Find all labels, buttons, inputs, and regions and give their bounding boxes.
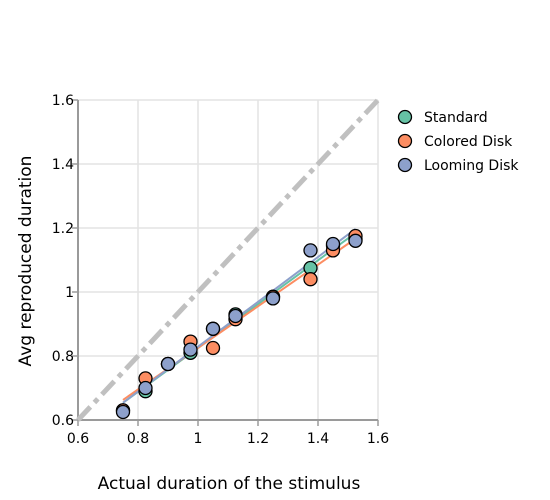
axes xyxy=(72,99,379,426)
legend-marker xyxy=(397,157,413,173)
x-tick-label: 1.6 xyxy=(367,431,389,447)
data-point-looming-disk[interactable] xyxy=(325,236,341,252)
legend-marker xyxy=(397,133,413,149)
tick-labels: 0.6 0.8 1 1.2 1.4 1.6 0.6 0.8 1 1.2 1.4 1.6 xyxy=(52,93,389,447)
y-tick-label: 1.4 xyxy=(52,157,74,173)
y-tick-label: 0.8 xyxy=(52,349,74,365)
data-point-looming-disk[interactable] xyxy=(138,380,153,396)
y-tick-label: 1 xyxy=(65,285,74,301)
grid xyxy=(78,99,379,420)
reference-line-layer xyxy=(76,98,380,422)
data-point-looming-disk[interactable] xyxy=(265,291,281,306)
data-point-colored-disk[interactable] xyxy=(303,272,318,287)
legend-label: Looming Disk xyxy=(424,158,519,174)
x-tick-label: 1 xyxy=(194,431,203,447)
data-point-looming-disk[interactable] xyxy=(183,342,198,357)
legend-label: Standard xyxy=(424,110,488,126)
data-point-looming-disk[interactable] xyxy=(160,356,176,372)
legend-item-looming-disk[interactable]: Looming Disk xyxy=(397,157,520,174)
x-tick-label: 1.4 xyxy=(307,431,329,447)
data-point-looming-disk[interactable] xyxy=(348,233,363,248)
data-point-looming-disk[interactable] xyxy=(115,404,131,420)
data-point-colored-disk[interactable] xyxy=(205,340,221,356)
legend-label: Colored Disk xyxy=(424,134,513,150)
y-tick-label: 0.6 xyxy=(52,413,74,429)
data-point-looming-disk[interactable] xyxy=(228,308,243,324)
data-point-looming-disk[interactable] xyxy=(205,321,221,336)
y-axis-title: Avg reproduced duration xyxy=(16,156,36,367)
data-point-looming-disk[interactable] xyxy=(303,243,318,258)
y-tick-label: 1.2 xyxy=(52,221,74,237)
legend-item-standard[interactable]: Standard xyxy=(397,109,488,126)
x-tick-label: 1.2 xyxy=(247,431,269,447)
x-tick-label: 0.8 xyxy=(127,431,149,447)
legend-item-colored-disk[interactable]: Colored Disk xyxy=(397,133,514,150)
legend-marker xyxy=(397,109,413,125)
x-axis-title: Actual duration of the stimulus xyxy=(98,474,361,494)
x-tick-label: 0.6 xyxy=(67,431,89,447)
identity-reference-line xyxy=(76,98,380,422)
y-tick-label: 1.6 xyxy=(52,93,74,109)
data-points xyxy=(115,228,363,420)
legend[interactable]: Standard Colored Disk Looming Disk xyxy=(397,109,520,174)
